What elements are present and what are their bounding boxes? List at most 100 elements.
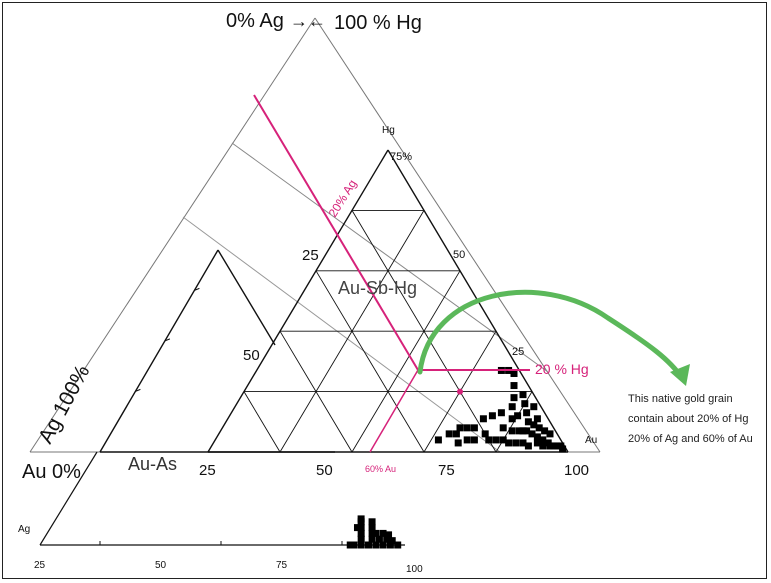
- data-point: [533, 415, 541, 423]
- label-top-right: 100 % Hg: [334, 12, 422, 34]
- data-point: [510, 369, 518, 377]
- auas-tick: [164, 338, 171, 342]
- label-au-vertex: Au: [585, 435, 597, 446]
- data-point: [528, 430, 536, 438]
- highlighted-point: [457, 388, 463, 395]
- label-hg-75: 75%: [390, 151, 412, 163]
- data-point: [546, 430, 554, 438]
- green-arrow: [417, 289, 685, 381]
- data-point: [379, 541, 387, 549]
- auas-tick: [135, 388, 141, 392]
- data-point: [512, 439, 520, 447]
- data-point: [530, 403, 538, 411]
- data-point: [372, 541, 380, 549]
- data-point: [541, 427, 549, 435]
- annotation-line-1: This native gold grain: [628, 393, 733, 405]
- data-point: [499, 424, 507, 432]
- label-au-sb-hg: Au-Sb-Hg: [338, 278, 417, 298]
- label-hg-vertex: Hg: [382, 125, 395, 136]
- label-top-arrow: →←: [290, 11, 326, 31]
- data-point: [368, 535, 376, 543]
- data-point: [524, 442, 532, 450]
- data-point: [353, 524, 361, 532]
- data-point: [470, 424, 478, 432]
- data-point: [510, 382, 518, 390]
- inner-triangle-left-edge: [207, 149, 389, 453]
- data-point: [365, 541, 372, 549]
- data-point: [515, 427, 523, 435]
- data-point: [505, 439, 513, 447]
- data-point: [514, 412, 522, 420]
- inner-grid-line: [351, 270, 461, 453]
- label-top-left: 0% Ag: [226, 10, 284, 32]
- data-point: [533, 433, 541, 441]
- label-ag-100: Ag 100%: [34, 361, 94, 447]
- inner-grid-line: [243, 391, 281, 453]
- data-point: [519, 439, 527, 447]
- data-point: [519, 391, 527, 399]
- data-point: [434, 436, 442, 444]
- data-point: [559, 445, 567, 453]
- data-point: [357, 529, 365, 537]
- annotation-line-2: contain about 20% of Hg: [628, 413, 748, 425]
- data-point: [456, 424, 464, 432]
- label-ag-vertex: Ag: [18, 524, 30, 535]
- data-point: [388, 537, 396, 545]
- auas-tick: [194, 287, 200, 291]
- data-point: [497, 409, 505, 417]
- label-60-au: 60% Au: [365, 464, 396, 474]
- data-point: [470, 436, 478, 444]
- tick-inner-right-25: 25: [512, 346, 524, 358]
- data-point: [546, 442, 554, 450]
- data-point: [445, 430, 453, 438]
- auas-triangle-right-edge: [217, 249, 276, 346]
- data-point: [521, 400, 529, 408]
- data-point: [508, 403, 516, 411]
- data-point: [368, 524, 376, 532]
- tick-outer-base-100: 100: [406, 564, 423, 575]
- data-point: [346, 541, 354, 549]
- tick-inner-base-100: 100: [564, 462, 589, 479]
- data-point: [533, 439, 541, 447]
- annotation-line-3: 20% of Ag and 60% of Au: [628, 433, 753, 445]
- line-60-au: [369, 369, 419, 453]
- data-point: [523, 409, 531, 417]
- data-point: [553, 442, 561, 450]
- data-point: [386, 541, 394, 549]
- data-point: [357, 524, 365, 532]
- inner-grid-line: [315, 270, 425, 453]
- data-point: [499, 436, 507, 444]
- data-point: [368, 518, 376, 526]
- data-point: [508, 415, 516, 423]
- tick-inner-base-50: 50: [316, 462, 333, 479]
- lower-triangle-left-edge: [39, 451, 98, 546]
- tick-inner-base-75: 75: [438, 462, 455, 479]
- data-points: [346, 366, 567, 549]
- outer-guide-line: [231, 142, 549, 373]
- tick-outer-base-25: 25: [34, 560, 46, 571]
- data-point: [488, 412, 496, 420]
- data-point: [357, 515, 365, 523]
- data-point: [357, 535, 365, 543]
- data-point: [492, 436, 500, 444]
- data-point: [357, 541, 365, 549]
- data-point: [535, 424, 543, 432]
- tick-inner-left-25: 25: [302, 247, 319, 264]
- label-20-ag: 20% Ag: [326, 177, 360, 220]
- data-point: [539, 442, 547, 450]
- overlays: [253, 94, 690, 453]
- label-20-hg: 20 % Hg: [535, 361, 589, 377]
- diagram-lines: [29, 17, 601, 546]
- data-point: [550, 442, 558, 450]
- tick-inner-right-50: 50: [453, 249, 465, 261]
- data-point: [539, 436, 547, 444]
- green-arrowhead: [670, 364, 690, 386]
- data-point: [463, 424, 471, 432]
- data-point: [379, 529, 387, 537]
- tick-outer-base-50: 50: [155, 560, 167, 571]
- inner-grid-line: [279, 210, 425, 453]
- data-point: [530, 421, 538, 429]
- data-point: [523, 427, 531, 435]
- data-point: [481, 430, 489, 438]
